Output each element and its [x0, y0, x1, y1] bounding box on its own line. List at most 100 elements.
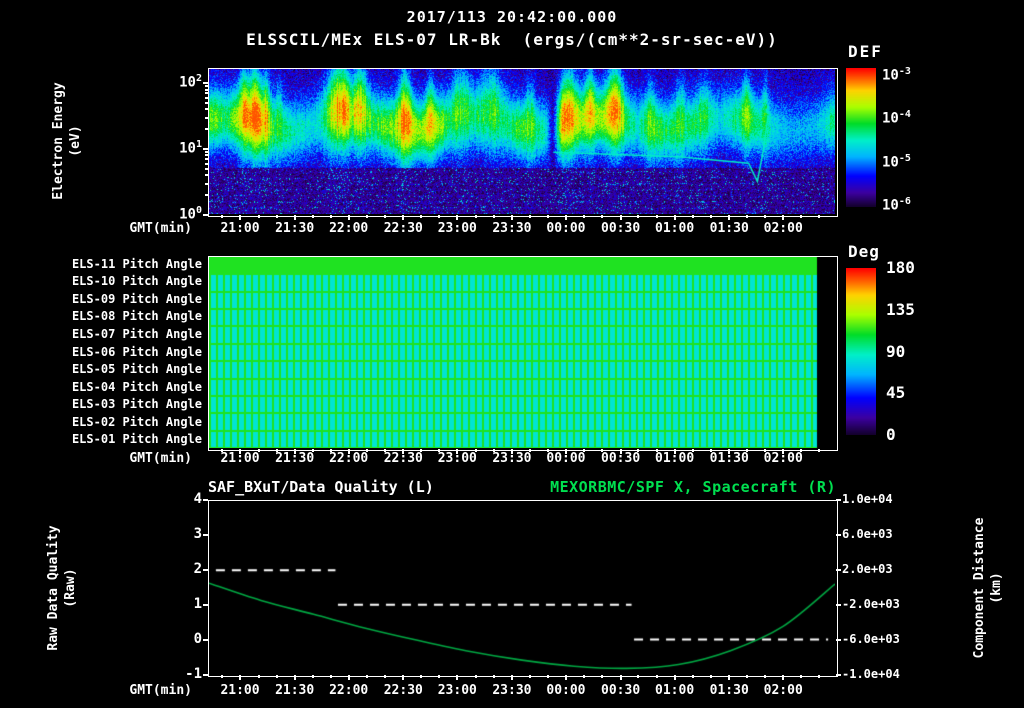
- axis-tick-mark: [420, 449, 422, 452]
- axis-tick-mark: [818, 675, 820, 678]
- pitch-row-label: ELS-07 Pitch Angle: [71, 326, 202, 341]
- degree-colorbar-gradient: [846, 268, 876, 435]
- y-tick-label: 3: [193, 526, 202, 542]
- x-tick-label: 23:30: [492, 683, 532, 698]
- axis-tick-mark: [728, 215, 730, 220]
- quality-distance-canvas: [209, 501, 835, 674]
- y-tick-label-right: -6.0e+03: [842, 632, 900, 646]
- x-tick-label: 21:00: [220, 451, 260, 466]
- axis-tick-mark: [205, 128, 208, 130]
- axis-tick-mark: [746, 215, 748, 218]
- axis-tick-mark: [258, 215, 260, 218]
- axis-tick-mark: [258, 675, 260, 678]
- axis-tick-mark: [420, 215, 422, 218]
- axis-label-line: Component Distance: [972, 517, 987, 659]
- axis-tick-mark: [818, 215, 820, 218]
- axis-tick-mark: [348, 449, 350, 454]
- x-tick-label: 00:00: [546, 683, 586, 698]
- gmt-axis-label: GMT(min): [129, 683, 192, 698]
- axis-tick-mark: [203, 499, 208, 501]
- pitch-row-label: ELS-04 Pitch Angle: [71, 379, 202, 394]
- axis-tick-mark: [601, 215, 603, 218]
- axis-tick-mark: [547, 449, 549, 452]
- pitch-row-label: ELS-11 Pitch Angle: [71, 256, 202, 271]
- colorbar-tick-label: 135: [886, 299, 915, 319]
- axis-tick-mark: [692, 215, 694, 218]
- axis-tick-mark: [475, 675, 477, 678]
- x-tick-label: 23:00: [437, 451, 477, 466]
- axis-tick-mark: [601, 675, 603, 678]
- x-tick-label: 23:00: [437, 683, 477, 698]
- axis-tick-mark: [493, 675, 495, 678]
- axis-tick-mark: [637, 449, 639, 452]
- axis-tick-mark: [366, 215, 368, 218]
- pitch-angle-panel: [208, 256, 838, 451]
- axis-tick-mark: [746, 449, 748, 452]
- axis-tick-mark: [438, 675, 440, 678]
- axis-tick-mark: [637, 215, 639, 218]
- axis-tick-mark: [205, 102, 208, 104]
- axis-tick-mark: [656, 215, 658, 218]
- axis-tick-mark: [637, 675, 639, 678]
- axis-tick-mark: [493, 449, 495, 452]
- axis-tick-mark: [583, 215, 585, 218]
- axis-tick-mark: [656, 675, 658, 678]
- x-tick-label: 21:30: [275, 683, 315, 698]
- axis-tick-mark: [620, 449, 622, 454]
- colorbar-tick-label: 10-5: [882, 152, 911, 171]
- axis-tick-mark: [511, 215, 513, 220]
- x-tick-label: 22:30: [383, 683, 423, 698]
- colorbar-def-title: DEF: [848, 42, 883, 61]
- axis-tick-mark: [547, 215, 549, 218]
- axis-tick-mark: [601, 449, 603, 452]
- degree-colorbar: [846, 268, 876, 435]
- distance-axis-label: Component Distance (km): [971, 478, 1005, 698]
- quality-axis-label: Raw Data Quality (Raw): [45, 478, 79, 698]
- axis-tick-mark: [205, 163, 208, 165]
- x-tick-label: 01:00: [655, 221, 695, 236]
- spectrogram-title: ELSSCIL/MEx ELS-07 LR-Bk (ergs/(cm**2-sr…: [246, 30, 778, 49]
- colorbar-tick-label: 10-3: [882, 65, 911, 84]
- electron-spectrogram-panel: [208, 68, 838, 217]
- axis-tick-mark: [402, 449, 404, 454]
- y-tick-label-right: -2.0e+03: [842, 597, 900, 611]
- axis-tick-mark: [384, 215, 386, 218]
- y-tick-label: -1: [185, 666, 202, 682]
- y-tick-label: 100: [179, 205, 202, 223]
- x-tick-label: 23:30: [492, 221, 532, 236]
- axis-tick-mark: [674, 215, 676, 220]
- axis-tick-mark: [456, 215, 458, 220]
- y-tick-label: 4: [193, 491, 202, 507]
- x-tick-label: 21:00: [220, 683, 260, 698]
- axis-tick-mark: [620, 675, 622, 680]
- axis-tick-mark: [565, 215, 567, 220]
- axis-tick-mark: [529, 215, 531, 218]
- axis-tick-mark: [205, 117, 208, 119]
- colorbar-tick-label: 45: [886, 383, 906, 403]
- x-tick-label: 02:00: [763, 451, 803, 466]
- axis-tick-mark: [348, 215, 350, 220]
- pitch-row-label: ELS-06 Pitch Angle: [71, 344, 202, 359]
- axis-tick-mark: [782, 215, 784, 220]
- axis-tick-mark: [728, 675, 730, 680]
- axis-tick-mark: [529, 675, 531, 678]
- axis-tick-mark: [402, 215, 404, 220]
- x-tick-label: 02:00: [763, 683, 803, 698]
- axis-tick-mark: [692, 449, 694, 452]
- x-tick-label: 00:00: [546, 451, 586, 466]
- axis-tick-mark: [764, 215, 766, 218]
- axis-tick-mark: [710, 675, 712, 678]
- gmt-axis-label: GMT(min): [129, 221, 192, 236]
- x-tick-label: 22:00: [329, 683, 369, 698]
- colorbar-tick-label: 0: [886, 425, 896, 444]
- axis-tick-mark: [203, 214, 208, 216]
- axis-tick-mark: [782, 449, 784, 454]
- y-tick-label: 102: [179, 73, 202, 91]
- flux-colorbar: [846, 68, 876, 207]
- axis-tick-mark: [205, 97, 208, 99]
- axis-tick-mark: [203, 639, 208, 641]
- x-tick-label: 02:00: [763, 221, 803, 236]
- axis-tick-mark: [764, 675, 766, 678]
- axis-tick-mark: [800, 675, 802, 678]
